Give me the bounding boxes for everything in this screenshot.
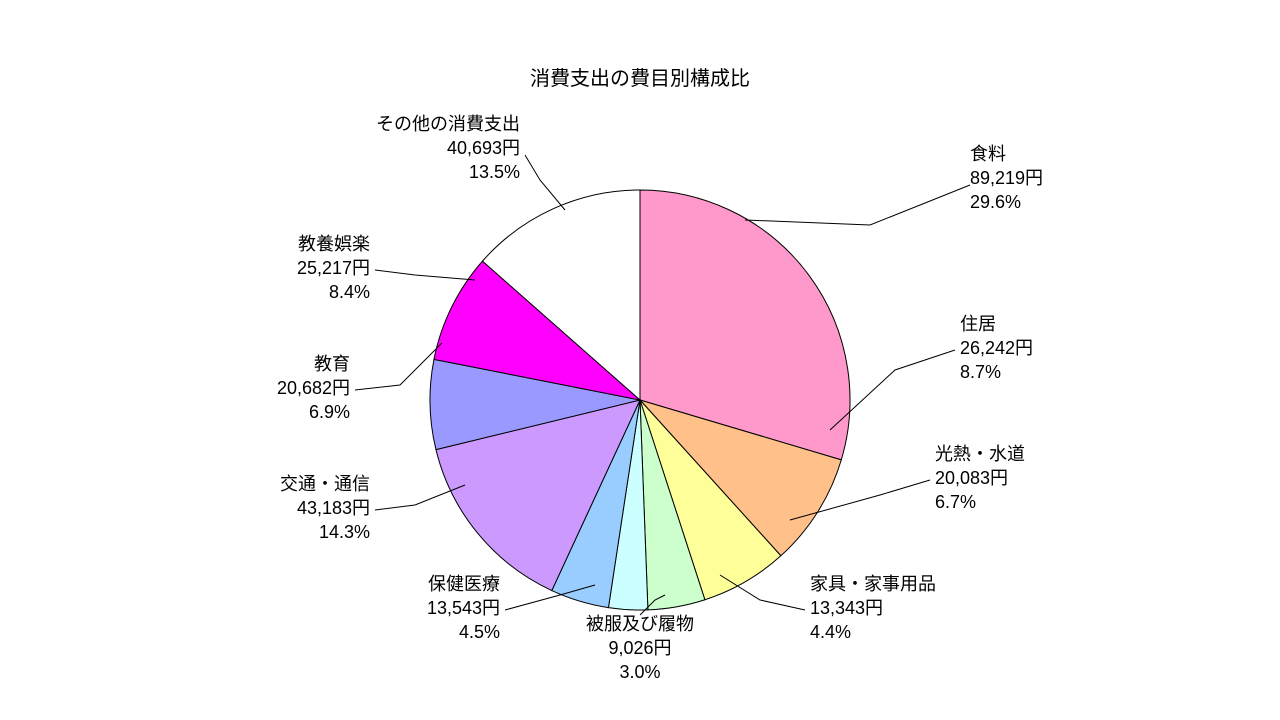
slice-label-percent: 13.5%	[469, 162, 520, 182]
chart-title: 消費支出の費目別構成比	[530, 67, 750, 90]
slice-label-name: その他の消費支出	[376, 114, 520, 134]
slice-label-percent: 3.0%	[619, 662, 660, 682]
slice-label-percent: 8.7%	[960, 362, 1001, 382]
slice-label-percent: 29.6%	[970, 192, 1021, 212]
slice-label-name: 教育	[314, 354, 350, 374]
slice-label-percent: 14.3%	[319, 522, 370, 542]
slice-label-name: 住居	[960, 314, 996, 334]
slice-label-value: 25,217円	[297, 258, 370, 278]
slice-label-value: 13,343円	[810, 598, 883, 618]
slice-label-value: 13,543円	[427, 598, 500, 618]
slice-label-name: 保健医療	[428, 574, 500, 594]
slice-label-value: 9,026円	[608, 638, 671, 658]
expenditure-pie-chart: 消費支出の費目別構成比 食料 89,219円 29.6% 住居 26,242円 8.7% 光…	[0, 0, 1280, 720]
slice-label-percent: 8.4%	[329, 282, 370, 302]
leader-line	[525, 155, 565, 210]
slice-label-name: 家具・家事用品	[810, 574, 936, 594]
slice-label-value: 43,183円	[297, 498, 370, 518]
slice-label-name: 教養娯楽	[298, 234, 370, 254]
slice-label-percent: 6.7%	[935, 492, 976, 512]
slice-label-percent: 4.4%	[810, 622, 851, 642]
slice-label-value: 40,693円	[447, 138, 520, 158]
slice-label-value: 20,682円	[277, 378, 350, 398]
leader-line	[375, 270, 475, 280]
slice-label-value: 26,242円	[960, 338, 1033, 358]
pie-slices	[430, 190, 850, 610]
slice-label-percent: 6.9%	[309, 402, 350, 422]
leader-line	[355, 343, 442, 390]
slice-label-name: 交通・通信	[280, 474, 370, 494]
leader-line	[745, 185, 970, 225]
slice-label-name: 被服及び履物	[586, 614, 694, 634]
slice-label-name: 光熱・水道	[935, 444, 1025, 464]
slice-label-value: 20,083円	[935, 468, 1008, 488]
slice-label-name: 食料	[970, 144, 1006, 164]
slice-label-percent: 4.5%	[459, 622, 500, 642]
slice-label-value: 89,219円	[970, 168, 1043, 188]
